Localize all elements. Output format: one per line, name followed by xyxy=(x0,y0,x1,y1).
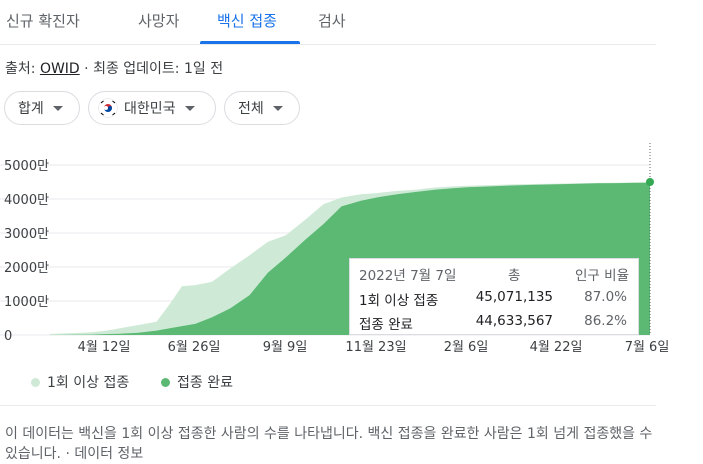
legend-item-fully-vaccinated[interactable]: 접종 완료 xyxy=(161,372,233,392)
korea-flag-icon xyxy=(98,98,118,118)
footnote: 이 데이터는 백신을 1회 이상 접종한 사람의 수를 나타냅니다. 백신 접종… xyxy=(5,424,655,464)
population-filter-label: 전체 xyxy=(238,101,264,117)
y-tick-label: 1000만 xyxy=(4,295,49,310)
source-line: 출처: OWID · 최종 업데이트: 1일 전 xyxy=(5,58,223,78)
legend-item-first-dose[interactable]: 1회 이상 접종 xyxy=(31,372,129,392)
region-filter-dropdown[interactable]: 대한민국 xyxy=(88,91,216,125)
x-tick-label: 9월 9일 xyxy=(263,340,308,355)
legend-swatch xyxy=(161,377,170,387)
y-tick-label: 3000만 xyxy=(4,227,49,242)
last-updated: · 최종 업데이트: 1일 전 xyxy=(84,61,224,77)
tooltip-row-value: 44,633,567 xyxy=(475,313,553,329)
x-tick-label: 11월 23일 xyxy=(345,340,406,355)
chevron-down-icon xyxy=(52,105,63,111)
active-tab-indicator xyxy=(200,41,300,44)
x-tick-label: 4월 22일 xyxy=(530,340,583,355)
hover-point xyxy=(646,178,654,186)
chevron-down-icon xyxy=(184,105,195,111)
tab-deaths[interactable]: 사망자 xyxy=(138,12,180,30)
aggregate-filter-label: 합계 xyxy=(18,101,44,117)
population-filter-dropdown[interactable]: 전체 xyxy=(224,91,300,125)
tooltip-col-total: 총 xyxy=(508,268,521,284)
y-tick-label: 2000만 xyxy=(4,261,49,276)
tab-bar: 신규 확진자 사망자 백신 접종 검사 xyxy=(0,0,656,45)
chart-tooltip: 2022년 7월 7일 총 인구 비율 1회 이상 접종 45,071,135 … xyxy=(349,258,639,335)
tooltip-row-label: 1회 이상 접종 xyxy=(359,293,439,309)
y-axis-ticks: 0 1000만 2000만 3000만 4000만 5000만 xyxy=(4,159,49,344)
divider xyxy=(0,405,656,406)
x-tick-label: 4월 12일 xyxy=(78,340,131,355)
legend-label: 접종 완료 xyxy=(177,375,233,391)
region-filter-label: 대한민국 xyxy=(124,101,176,117)
chevron-down-icon xyxy=(272,105,283,111)
data-info-link[interactable]: 데이터 정보 xyxy=(74,446,144,462)
tab-vaccinations[interactable]: 백신 접종 xyxy=(217,12,277,30)
tooltip-row-pct: 87.0% xyxy=(584,289,627,305)
tab-testing[interactable]: 검사 xyxy=(318,12,346,30)
aggregate-filter-dropdown[interactable]: 합계 xyxy=(4,91,80,125)
source-prefix: 출처: xyxy=(5,61,36,77)
tab-new-cases[interactable]: 신규 확진자 xyxy=(6,12,80,30)
source-link[interactable]: OWID xyxy=(39,61,80,77)
x-tick-label: 6월 26일 xyxy=(168,340,221,355)
footnote-separator: · xyxy=(65,446,75,462)
tooltip-date: 2022년 7월 7일 xyxy=(359,268,457,284)
y-tick-label: 4000만 xyxy=(4,193,49,208)
tooltip-row-label: 접종 완료 xyxy=(359,317,413,333)
tooltip-col-pct: 인구 비율 xyxy=(575,268,629,284)
y-tick-label: 0 xyxy=(4,329,12,344)
x-tick-label: 2월 6일 xyxy=(444,340,489,355)
x-tick-label: 7월 6일 xyxy=(625,340,670,355)
y-tick-label: 5000만 xyxy=(4,159,49,174)
legend-swatch xyxy=(31,377,40,387)
legend-label: 1회 이상 접종 xyxy=(47,375,130,391)
tooltip-row-pct: 86.2% xyxy=(584,313,627,329)
tooltip-row-value: 45,071,135 xyxy=(475,289,553,305)
x-axis-ticks: 4월 12일 6월 26일 9월 9일 11월 23일 2월 6일 4월 22일 7월 6일 xyxy=(78,340,670,355)
